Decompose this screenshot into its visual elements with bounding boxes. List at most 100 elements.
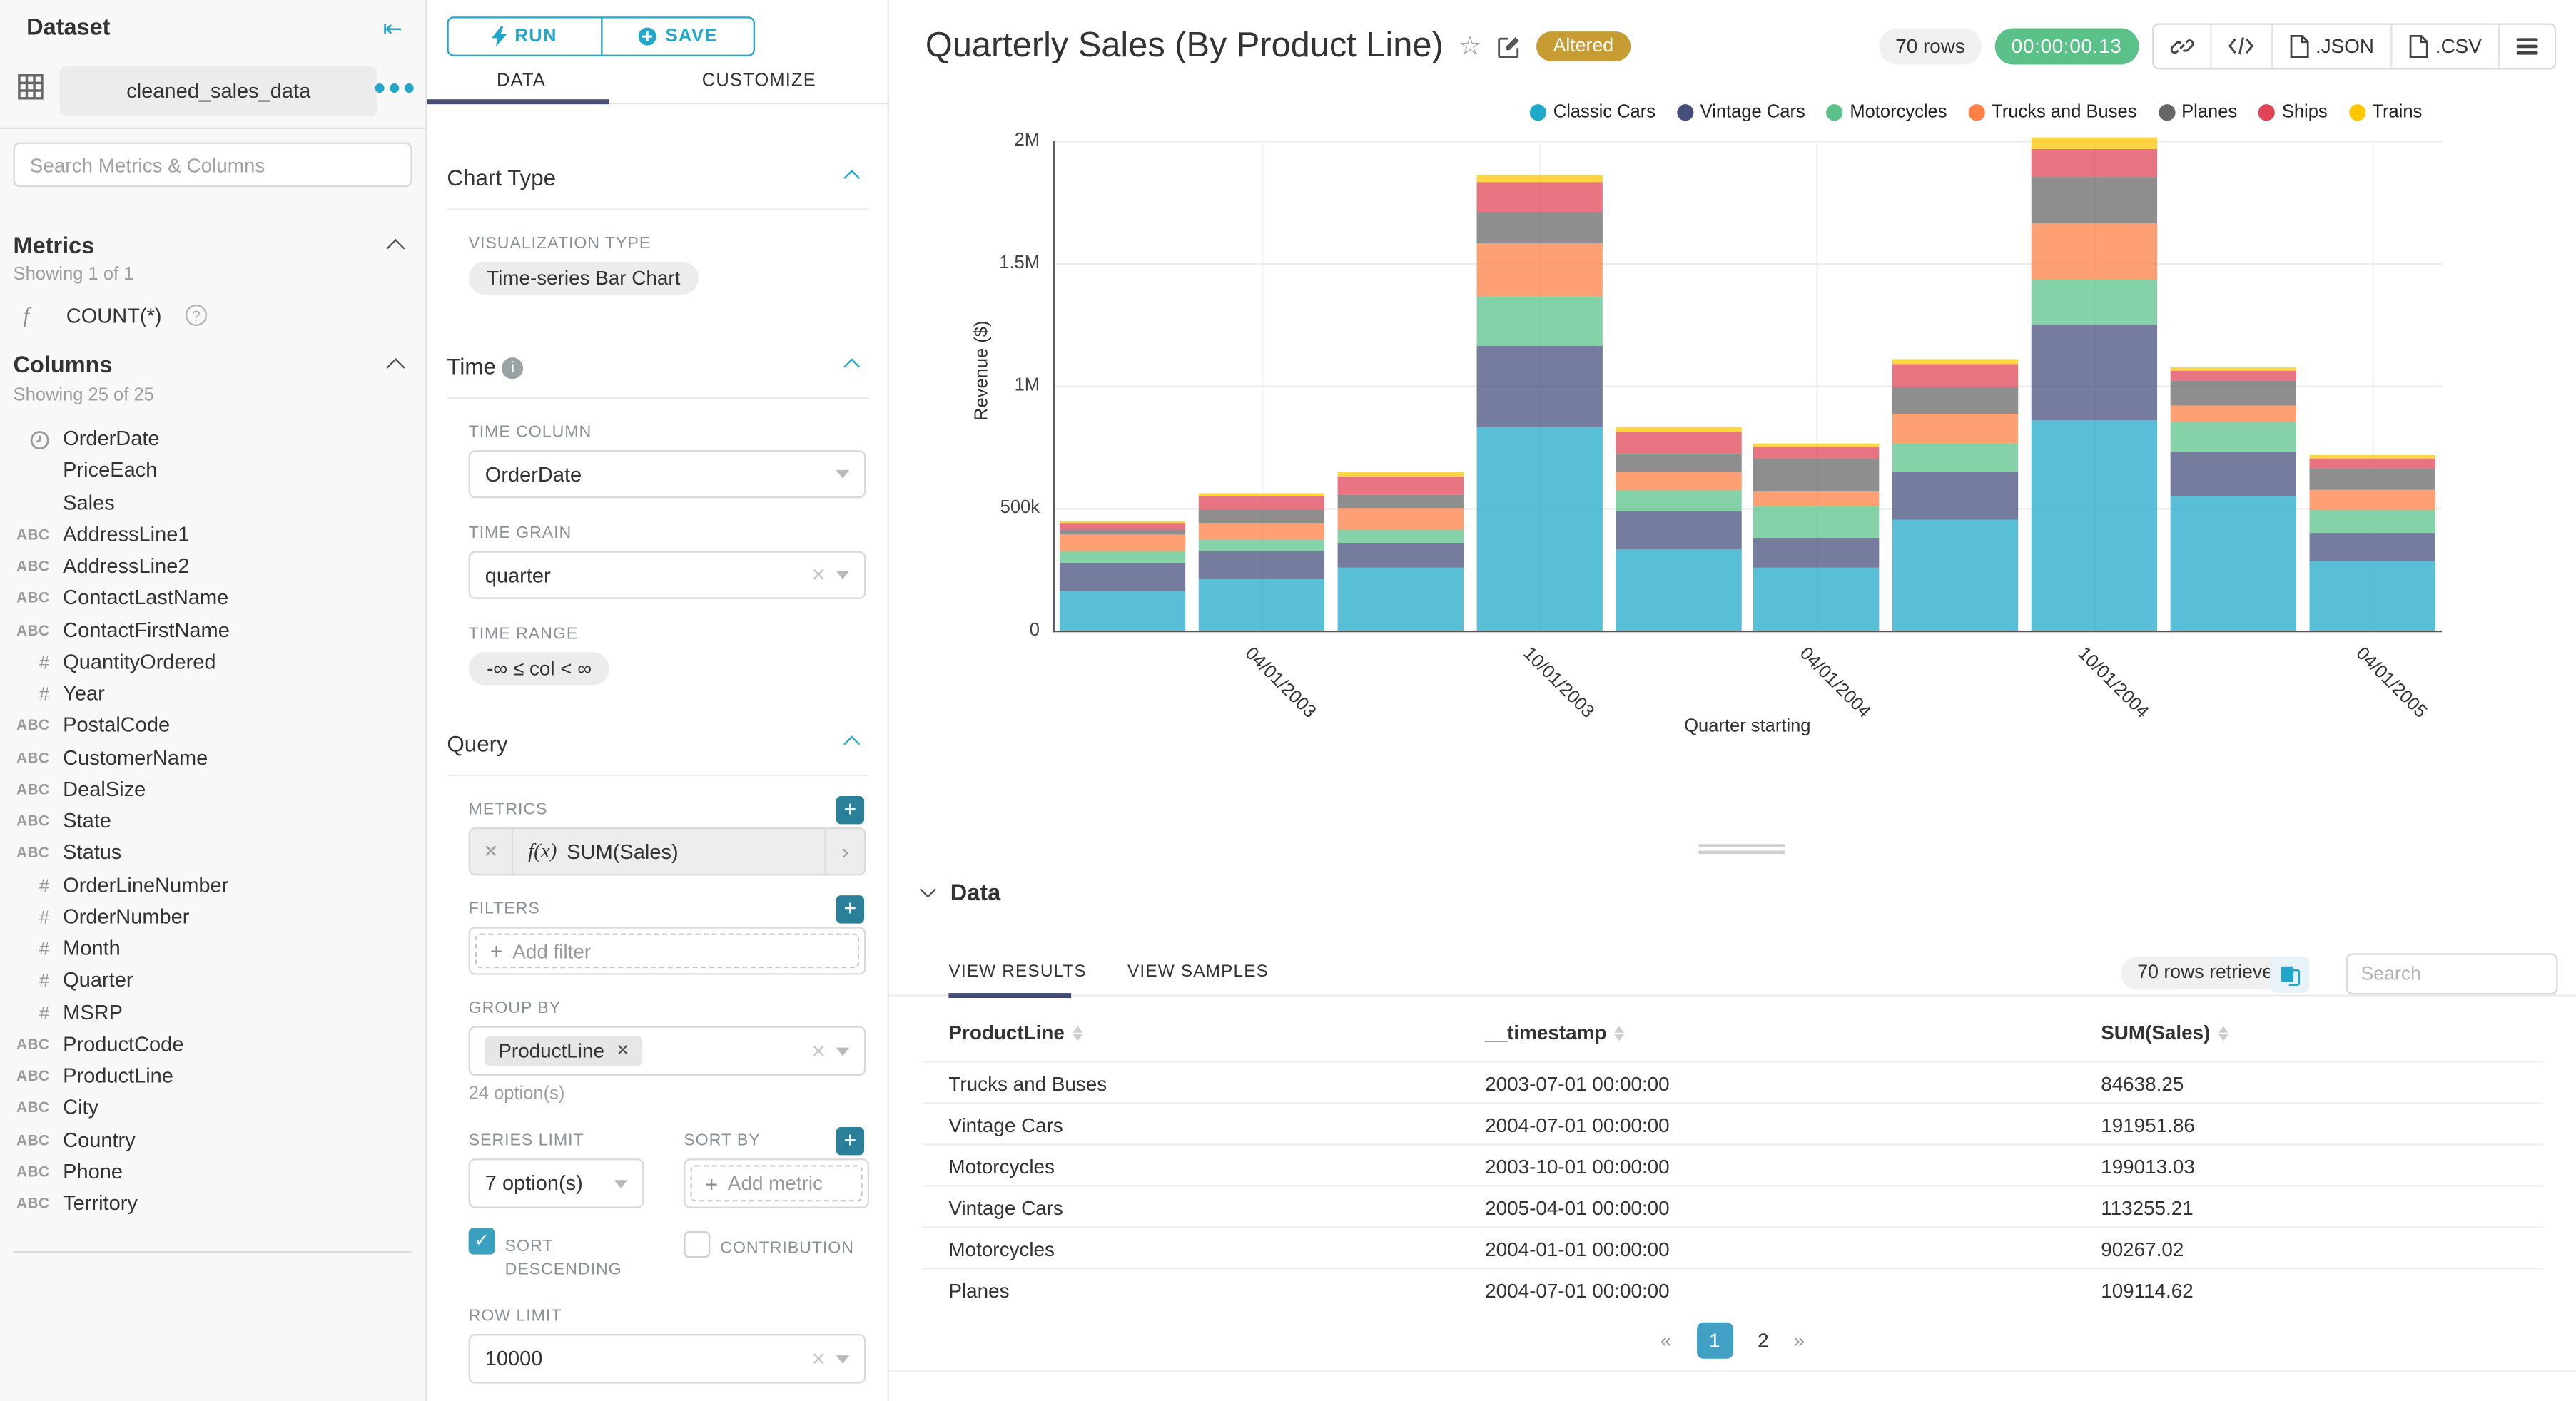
bar-segment[interactable] xyxy=(1615,472,1741,490)
metric-list-item[interactable]: f COUNT(*) ? xyxy=(0,303,427,333)
add-sort-metric-dropzone[interactable]: + Add metric xyxy=(690,1165,863,1202)
tab-customize[interactable]: CUSTOMIZE xyxy=(701,71,816,91)
clear-icon[interactable]: ✕ xyxy=(811,566,826,586)
column-list-item[interactable]: ABC Status xyxy=(0,841,427,872)
stacked-bar[interactable] xyxy=(1198,492,1324,631)
column-list-item[interactable]: OrderDate xyxy=(0,427,427,459)
pagination-page-1[interactable]: 1 xyxy=(1696,1322,1733,1359)
tab-data[interactable]: DATA xyxy=(497,71,546,91)
time-column-select[interactable]: OrderDate xyxy=(468,450,866,499)
bar-segment[interactable] xyxy=(1059,534,1186,552)
stacked-bar[interactable] xyxy=(1615,426,1741,631)
bar-segment[interactable] xyxy=(2170,381,2297,406)
data-section-header[interactable]: Data xyxy=(919,879,1000,905)
bar-segment[interactable] xyxy=(1059,523,1186,529)
time-collapse-icon[interactable] xyxy=(843,358,861,375)
export-json-button[interactable]: .JSON xyxy=(2271,24,2390,68)
add-filter-button[interactable]: + xyxy=(836,895,865,924)
clear-icon[interactable]: ✕ xyxy=(811,1350,826,1370)
bar-segment[interactable] xyxy=(1337,494,1464,509)
column-list-item[interactable]: ABC City xyxy=(0,1096,427,1127)
run-button[interactable]: RUN xyxy=(449,19,600,55)
chart-menu-button[interactable] xyxy=(2498,24,2555,68)
tab-view-results[interactable]: VIEW RESULTS xyxy=(948,961,1087,982)
bar-segment[interactable] xyxy=(1615,452,1741,473)
embed-code-button[interactable] xyxy=(2209,24,2271,68)
sort-descending-checkbox[interactable]: ✓ xyxy=(468,1228,495,1255)
time-range-value[interactable]: -∞ ≤ col < ∞ xyxy=(468,652,610,686)
table-row[interactable]: Motorcycles 2004-01-01 00:00:00 90267.02 xyxy=(922,1226,2543,1268)
bar-segment[interactable] xyxy=(2032,137,2158,150)
favorite-star-icon[interactable]: ☆ xyxy=(1458,33,1482,61)
stacked-bar[interactable] xyxy=(2032,137,2158,631)
collapse-sidebar-icon[interactable]: ⇤ xyxy=(382,14,402,42)
legend-item[interactable]: Classic Cars xyxy=(1530,103,1655,123)
save-button[interactable]: SAVE xyxy=(600,18,754,55)
pagination-prev[interactable]: « xyxy=(1660,1329,1672,1352)
remove-tag-icon[interactable]: ✕ xyxy=(616,1041,630,1061)
column-list-item[interactable]: # Month xyxy=(0,937,427,968)
metrics-collapse-icon[interactable] xyxy=(386,238,405,258)
bar-segment[interactable] xyxy=(2309,509,2435,534)
metric-pill[interactable]: ✕ f(x) SUM(Sales) › xyxy=(468,827,866,876)
altered-badge[interactable]: Altered xyxy=(1536,31,1631,61)
column-list-item[interactable]: ABC ProductCode xyxy=(0,1032,427,1064)
column-list-item[interactable]: ABC ContactLastName xyxy=(0,586,427,618)
pagination-page-2[interactable]: 2 xyxy=(1758,1329,1769,1352)
table-column-header[interactable]: __timestamp xyxy=(1485,1022,1625,1044)
stacked-bar[interactable] xyxy=(1476,175,1603,631)
bar-segment[interactable] xyxy=(1754,446,1880,459)
edit-properties-icon[interactable] xyxy=(1497,34,1522,59)
dataset-name[interactable]: cleaned_sales_data xyxy=(59,66,377,116)
column-list-item[interactable]: ABC CustomerName xyxy=(0,745,427,777)
column-list-item[interactable]: PriceEach xyxy=(0,459,427,490)
column-list-item[interactable]: # Year xyxy=(0,682,427,713)
column-list-item[interactable]: ABC Country xyxy=(0,1128,427,1159)
query-collapse-icon[interactable] xyxy=(843,735,861,753)
bar-segment[interactable] xyxy=(1754,568,1880,631)
bar-segment[interactable] xyxy=(1198,510,1324,524)
bar-segment[interactable] xyxy=(1198,539,1324,551)
table-row[interactable]: Vintage Cars 2004-07-01 00:00:00 191951.86 xyxy=(922,1102,2543,1143)
bar-segment[interactable] xyxy=(2309,454,2435,459)
bar-segment[interactable] xyxy=(2032,177,2158,224)
series-limit-select[interactable]: 7 option(s) xyxy=(468,1158,644,1208)
bar-segment[interactable] xyxy=(1337,529,1464,544)
column-list-item[interactable]: # OrderNumber xyxy=(0,905,427,937)
bar-segment[interactable] xyxy=(1615,432,1741,453)
chart-type-collapse-icon[interactable] xyxy=(843,169,861,186)
bar-segment[interactable] xyxy=(1059,551,1186,564)
columns-collapse-icon[interactable] xyxy=(386,357,405,377)
copy-link-button[interactable] xyxy=(2154,25,2210,68)
bar-segment[interactable] xyxy=(1337,508,1464,529)
bar-segment[interactable] xyxy=(1198,523,1324,539)
bar-segment[interactable] xyxy=(1059,529,1186,535)
bar-segment[interactable] xyxy=(1615,426,1741,433)
bar-segment[interactable] xyxy=(1059,563,1186,592)
bar-segment[interactable] xyxy=(1615,549,1741,631)
bar-segment[interactable] xyxy=(1892,414,2019,443)
bar-segment[interactable] xyxy=(2309,468,2435,491)
bar-segment[interactable] xyxy=(2032,279,2158,325)
legend-item[interactable]: Trains xyxy=(2348,103,2422,123)
bar-segment[interactable] xyxy=(1337,543,1464,569)
remove-metric-icon[interactable]: ✕ xyxy=(470,829,514,875)
bar-segment[interactable] xyxy=(1476,296,1603,345)
bar-segment[interactable] xyxy=(2309,459,2435,469)
bar-segment[interactable] xyxy=(2032,419,2158,631)
column-list-item[interactable]: Sales xyxy=(0,491,427,522)
add-sort-metric-button[interactable]: + xyxy=(836,1126,865,1156)
bar-segment[interactable] xyxy=(1476,212,1603,244)
bar-segment[interactable] xyxy=(1754,538,1880,569)
stacked-bar[interactable] xyxy=(2170,367,2297,631)
bar-segment[interactable] xyxy=(1198,551,1324,579)
column-list-item[interactable]: # MSRP xyxy=(0,1001,427,1032)
legend-item[interactable]: Ships xyxy=(2258,103,2328,123)
bar-segment[interactable] xyxy=(1476,427,1603,631)
add-metric-button[interactable]: + xyxy=(836,795,865,825)
bar-segment[interactable] xyxy=(1615,489,1741,512)
bar-segment[interactable] xyxy=(1337,471,1464,477)
panel-resize-handle[interactable] xyxy=(1698,841,1785,858)
export-csv-button[interactable]: .CSV xyxy=(2390,24,2498,68)
table-column-header[interactable]: SUM(Sales) xyxy=(2101,1022,2228,1044)
